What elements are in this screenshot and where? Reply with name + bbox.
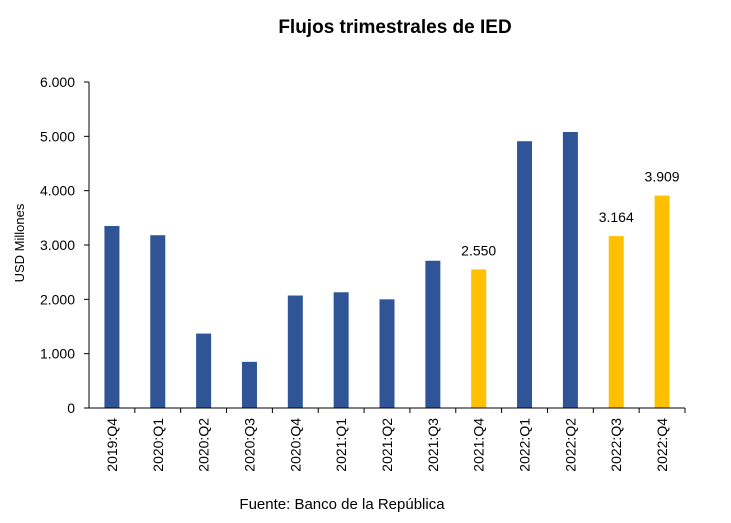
data-label: 2.550: [461, 242, 496, 258]
source-note: Fuente: Banco de la República: [239, 496, 445, 513]
x-tick-label: 2022:Q3: [608, 418, 624, 472]
bar-2021-q1: [333, 292, 349, 408]
bar-2022-q2: [562, 131, 578, 408]
x-tick-label: 2020:Q3: [241, 418, 257, 472]
x-tick-label: 2020:Q1: [150, 418, 166, 472]
bar-2021-q3: [425, 260, 441, 408]
bar-2020-q3: [241, 361, 257, 408]
y-tick-label: 4.000: [40, 183, 75, 199]
y-tick-label: 2.000: [40, 291, 75, 307]
data-label: 3.909: [645, 169, 680, 185]
y-tick-label: 6.000: [40, 74, 75, 90]
bar-2021-q4: [471, 269, 487, 408]
y-tick-label: 3.000: [40, 237, 75, 253]
x-tick-label: 2021:Q2: [379, 418, 395, 472]
data-label: 3.164: [599, 209, 634, 225]
x-tick-label: 2020:Q2: [196, 418, 212, 472]
x-tick-label: 2019:Q4: [104, 418, 120, 472]
bar-2020-q4: [287, 295, 303, 408]
bars: [104, 131, 670, 408]
data-labels: 2.550 3.164 3.909: [461, 169, 680, 259]
y-axis: 0 1.000 2.000 3.000 4.000 5.000 6.000: [40, 74, 89, 416]
x-tick-label: 2021:Q3: [425, 418, 441, 472]
bar-2021-q2: [379, 299, 395, 408]
x-tick-label: 2021:Q4: [471, 418, 487, 472]
x-tick-label: 2020:Q4: [287, 418, 303, 472]
bar-2022-q1: [517, 141, 533, 408]
bar-2020-q1: [150, 235, 166, 408]
bar-2019-q4: [104, 225, 120, 408]
y-tick-label: 1.000: [40, 346, 75, 362]
y-tick-label: 0: [67, 400, 75, 416]
bar-2020-q2: [196, 333, 212, 408]
x-tick-label: 2022:Q1: [517, 418, 533, 472]
x-tick-label: 2022:Q4: [654, 418, 670, 472]
x-axis: 2019:Q4 2020:Q1 2020:Q2 2020:Q3 2020:Q4 2021:…: [104, 408, 686, 472]
bar-2022-q4: [654, 195, 670, 408]
chart-title: Flujos trimestrales de IED: [278, 17, 511, 38]
x-tick-label: 2021:Q1: [333, 418, 349, 472]
x-tick-label: 2022:Q2: [562, 418, 578, 472]
y-tick-label: 5.000: [40, 128, 75, 144]
bar-2022-q3: [608, 236, 624, 408]
y-axis-label: USD Millones: [12, 203, 27, 282]
